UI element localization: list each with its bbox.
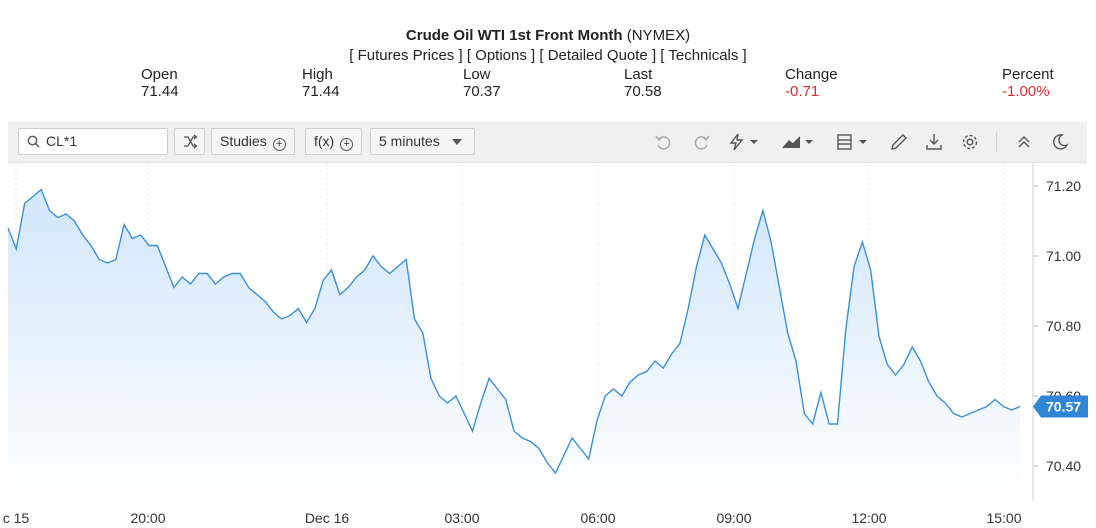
- futures-prices-link[interactable]: [ Futures Prices ]: [349, 47, 463, 64]
- quote-header: Crude Oil WTI 1st Front Month (NYMEX) [ …: [0, 26, 1096, 66]
- x-tick-label: 09:00: [716, 510, 751, 526]
- undo-icon[interactable]: [653, 132, 675, 152]
- symbol-search-input[interactable]: CL*1: [18, 128, 168, 155]
- percent-value: -1.00%: [1002, 83, 1050, 100]
- instrument-title: Crude Oil WTI 1st Front Month (NYMEX): [0, 26, 1096, 46]
- quote-high: High 71.44: [302, 66, 340, 100]
- add-icon: +: [272, 138, 286, 151]
- studies-label: Studies: [220, 133, 267, 149]
- last-label: Last: [624, 66, 653, 83]
- quote-low: Low 70.37: [463, 66, 501, 100]
- lightning-icon[interactable]: [726, 132, 762, 152]
- technicals-link[interactable]: [ Technicals ]: [660, 47, 747, 64]
- exchange-name: (NYMEX): [626, 27, 691, 44]
- quote-links: [ Futures Prices ] [ Options ] [ Detaile…: [0, 46, 1096, 66]
- last-value: 70.58: [624, 83, 662, 100]
- last-price-tag: [1033, 395, 1088, 418]
- open-label: Open: [141, 66, 178, 83]
- redo-icon[interactable]: [690, 132, 712, 152]
- x-tick-label: 12:00: [851, 510, 886, 526]
- add-icon: +: [340, 138, 354, 151]
- change-label: Change: [785, 66, 838, 83]
- function-label: f(x): [314, 133, 335, 149]
- compare-icon: [184, 134, 198, 149]
- low-value: 70.37: [463, 83, 501, 100]
- y-tick-label: 70.80: [1046, 318, 1081, 334]
- options-link[interactable]: [ Options ]: [466, 47, 536, 64]
- y-tick-label: 71.00: [1046, 248, 1081, 264]
- x-tick-label: 15:00: [986, 510, 1021, 526]
- high-label: High: [302, 66, 333, 83]
- toolbar-divider: [996, 132, 997, 152]
- function-button[interactable]: f(x) +: [305, 128, 363, 155]
- compare-button[interactable]: [174, 128, 205, 155]
- percent-label: Percent: [1002, 66, 1054, 83]
- chevron-down-icon: [452, 139, 462, 145]
- open-value: 71.44: [141, 83, 179, 100]
- interval-select[interactable]: 5 minutes: [370, 128, 475, 155]
- low-label: Low: [463, 66, 491, 83]
- quote-last: Last 70.58: [624, 66, 662, 100]
- last-price-marker: 70.57: [1033, 395, 1088, 418]
- pencil-icon[interactable]: [888, 132, 910, 152]
- layout-icon[interactable]: [835, 132, 871, 152]
- search-icon: [27, 135, 40, 148]
- symbol-value: CL*1: [46, 133, 78, 149]
- detailed-quote-link[interactable]: [ Detailed Quote ]: [539, 47, 657, 64]
- x-tick-label: 03:00: [444, 510, 479, 526]
- chart-toolbar: CL*1 Studies + f(x) + 5 minutes: [8, 122, 1087, 163]
- quote-change: Change -0.71: [785, 66, 838, 100]
- last-price-label: 70.57: [1046, 399, 1081, 415]
- price-area: [8, 189, 1020, 501]
- collapse-icon[interactable]: [1013, 132, 1035, 152]
- high-value: 71.44: [302, 83, 340, 100]
- chart-type-icon[interactable]: [781, 132, 817, 152]
- quote-percent: Percent -1.00%: [1002, 66, 1054, 100]
- change-value: -0.71: [785, 83, 820, 100]
- download-icon[interactable]: [923, 132, 945, 152]
- moon-icon[interactable]: [1049, 132, 1071, 152]
- y-tick-label: 70.40: [1046, 458, 1081, 474]
- instrument-name: Crude Oil WTI 1st Front Month: [405, 27, 623, 44]
- x-tick-label: 06:00: [580, 510, 615, 526]
- interval-value: 5 minutes: [379, 133, 440, 149]
- x-tick-label: Dec 16: [305, 510, 350, 526]
- gear-icon[interactable]: [959, 132, 981, 152]
- studies-button[interactable]: Studies +: [211, 128, 295, 155]
- quote-open: Open 71.44: [141, 66, 179, 100]
- y-tick-label: 71.20: [1046, 178, 1081, 194]
- x-tick-label: 20:00: [130, 510, 165, 526]
- x-axis-labels: c 15 20:00 Dec 16 03:00 06:00 09:00 12:00 15:00: [3, 510, 1022, 526]
- price-line: [7, 188, 1021, 475]
- x-tick-label: c 15: [3, 510, 30, 526]
